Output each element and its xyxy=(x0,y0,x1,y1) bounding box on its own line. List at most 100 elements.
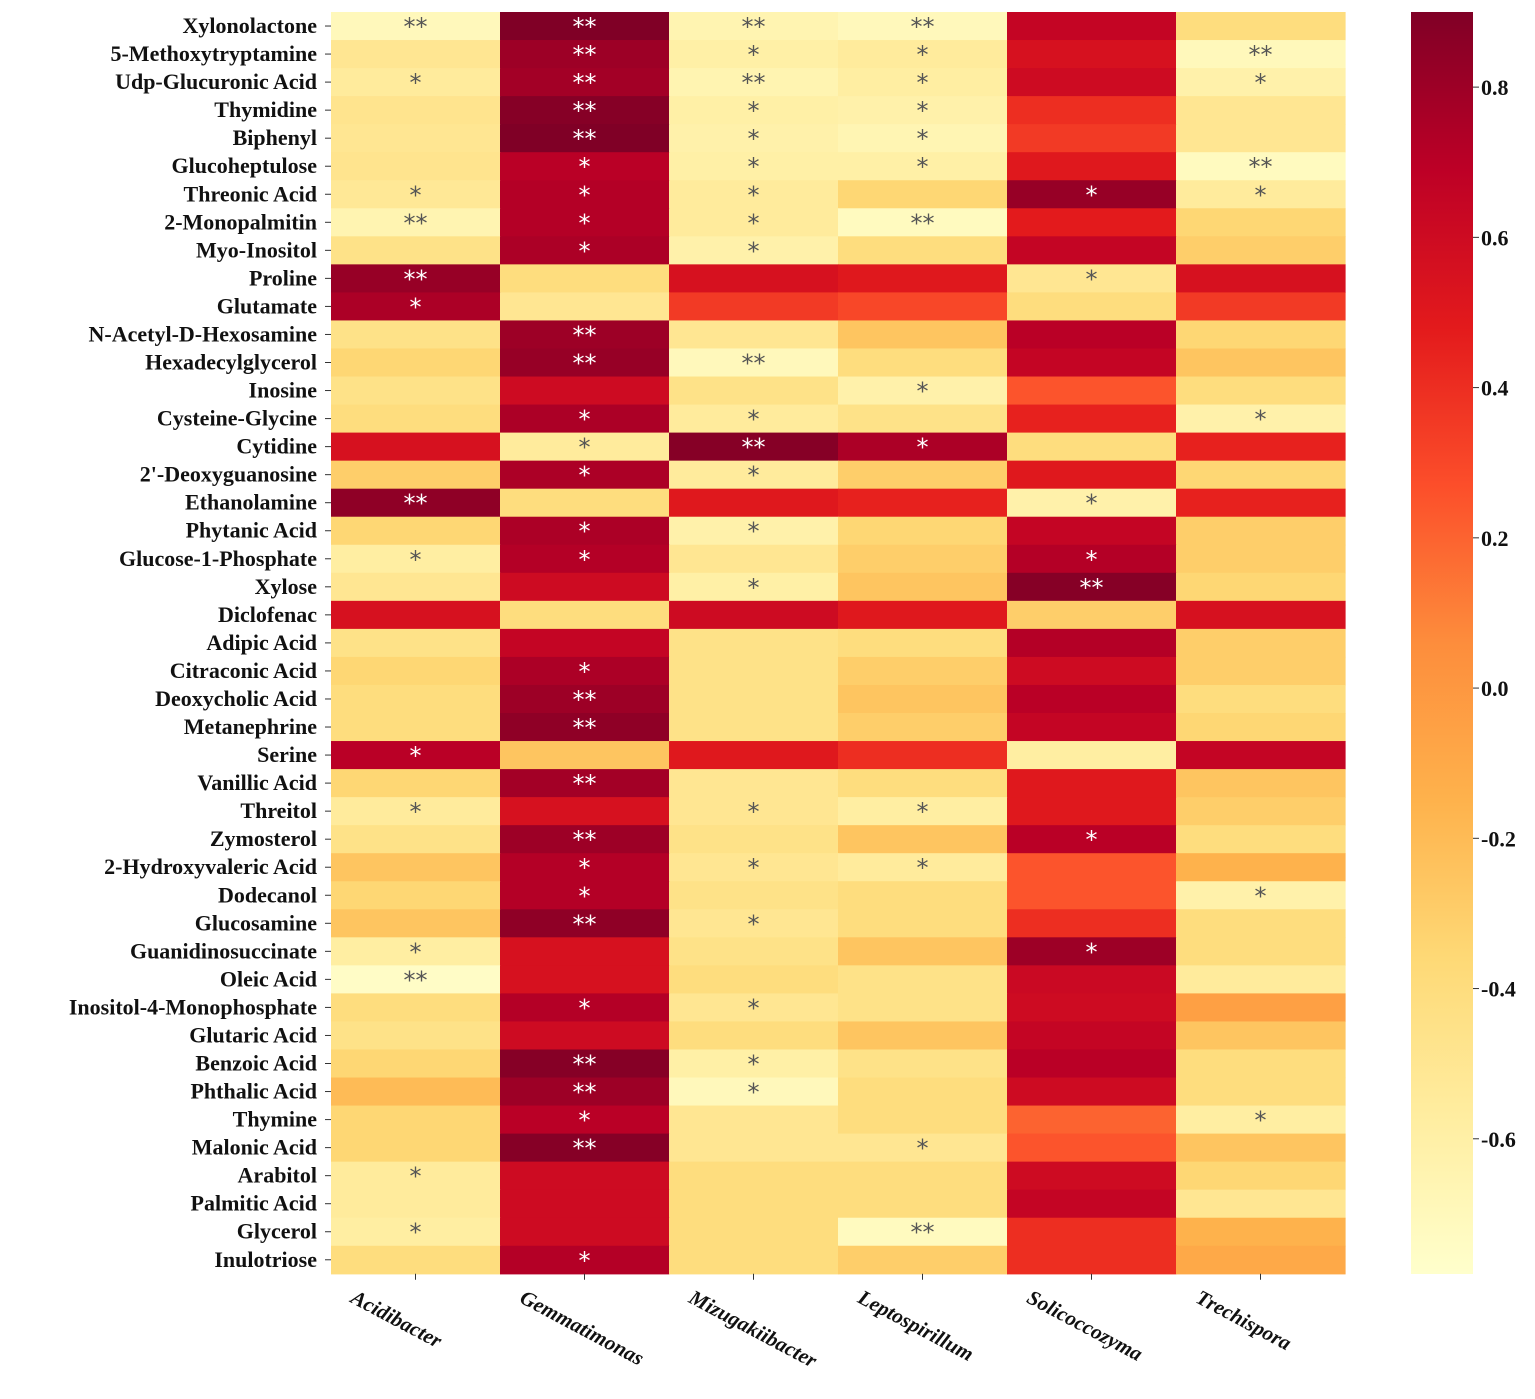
heatmap-cell xyxy=(331,1245,501,1275)
significance-star: * xyxy=(1255,69,1267,97)
heatmap-cell xyxy=(500,825,670,854)
heatmap-cell xyxy=(838,769,1008,798)
heatmap-cell xyxy=(669,292,839,322)
heatmap-cell xyxy=(669,684,839,714)
heatmap-cell xyxy=(331,684,501,714)
significance-star: * xyxy=(579,882,591,910)
colorbar-ticks: 0.8 0.6 0.4 0.2 0.0 -0.2 -0.4 -0.6 xyxy=(1473,75,1516,1152)
heatmap-cell xyxy=(838,965,1008,994)
heatmap-cell xyxy=(500,881,670,910)
heatmap-cell xyxy=(1176,853,1346,882)
significance-star: * xyxy=(410,69,422,97)
heatmap-cell xyxy=(1007,460,1177,490)
significance-star: * xyxy=(410,742,422,770)
row-label: Diclofenac xyxy=(218,602,317,627)
heatmap-cell xyxy=(838,853,1008,882)
heatmap-cell xyxy=(838,1105,1008,1135)
significance-star: * xyxy=(1086,490,1098,518)
row-label: Cytidine xyxy=(236,434,317,459)
heatmap-cell xyxy=(500,1245,670,1275)
colorbar-tick-label: 0.6 xyxy=(1481,225,1509,250)
heatmap-cell xyxy=(669,516,839,546)
significance-star: * xyxy=(579,153,591,181)
heatmap-cell xyxy=(331,376,501,406)
significance-star: * xyxy=(579,237,591,265)
heatmap-cell xyxy=(1007,600,1177,630)
heatmap-cell xyxy=(1007,292,1177,322)
heatmap-cell xyxy=(838,348,1008,378)
heatmap-cell xyxy=(500,628,670,658)
heatmap-cell xyxy=(838,404,1008,434)
row-label: Threonic Acid xyxy=(184,181,317,206)
heatmap-cell xyxy=(838,937,1008,966)
column-label: Mizugakiibacter xyxy=(684,1285,822,1373)
heatmap-cell xyxy=(838,1077,1008,1107)
significance-star: * xyxy=(748,209,760,237)
row-label: Citraconic Acid xyxy=(170,658,317,683)
significance-star: ** xyxy=(1080,574,1104,602)
significance-star: ** xyxy=(742,350,766,378)
significance-markers: ** ** ** **** * * *** ** ** * *** * *** * ** * * *** * * * **… xyxy=(404,13,1273,1275)
heatmap-cell xyxy=(669,853,839,882)
heatmap-cell xyxy=(500,460,670,490)
significance-star: * xyxy=(579,854,591,882)
significance-star: * xyxy=(579,1247,591,1275)
heatmap-cell xyxy=(669,1105,839,1135)
heatmap-cell xyxy=(1007,797,1177,826)
colorbar-tick-label: -0.6 xyxy=(1481,1127,1516,1152)
significance-star: * xyxy=(1255,181,1267,209)
heatmap-cell xyxy=(669,152,839,181)
heatmap-cell xyxy=(331,152,501,181)
heatmap-cell xyxy=(500,965,670,994)
heatmap-cell xyxy=(331,1105,501,1135)
significance-star: * xyxy=(917,125,929,153)
heatmap-cell xyxy=(331,628,501,658)
heatmap-cell xyxy=(838,993,1008,1023)
significance-star: * xyxy=(748,237,760,265)
heatmap-cell xyxy=(331,68,501,97)
row-label: N-Acetyl-D-Hexosamine xyxy=(89,321,318,346)
heatmap-cell xyxy=(838,909,1008,938)
heatmap-cell xyxy=(838,572,1008,602)
heatmap-cell xyxy=(1007,1161,1177,1191)
heatmap-cell xyxy=(331,404,501,434)
significance-star: * xyxy=(917,97,929,125)
heatmap-cell xyxy=(838,684,1008,714)
heatmap-cell xyxy=(669,96,839,125)
heatmap-cell xyxy=(500,1049,670,1079)
heatmap-cell xyxy=(1007,320,1177,350)
heatmap-cell xyxy=(500,488,670,518)
significance-star: * xyxy=(748,574,760,602)
row-label: Xylonolactone xyxy=(183,13,318,38)
significance-star: * xyxy=(748,125,760,153)
heatmap-cell xyxy=(331,460,501,490)
heatmap-cell xyxy=(669,600,839,630)
colorbar-bar xyxy=(1411,12,1473,1274)
heatmap-cell xyxy=(1176,965,1346,994)
heatmap-cell xyxy=(500,180,670,209)
significance-star: ** xyxy=(573,1135,597,1163)
heatmap-cell xyxy=(1007,881,1177,910)
heatmap-cell xyxy=(1007,488,1177,518)
heatmap-cell xyxy=(1007,348,1177,378)
heatmap-cell xyxy=(331,1217,501,1247)
heatmap-cell xyxy=(838,628,1008,658)
heatmap-cell xyxy=(669,1161,839,1191)
significance-star: * xyxy=(1086,938,1098,966)
heatmap-cell xyxy=(1176,180,1346,209)
heatmap-cell xyxy=(331,544,501,574)
significance-star: * xyxy=(917,798,929,826)
colorbar: 0.8 0.6 0.4 0.2 0.0 -0.2 -0.4 -0.6 xyxy=(1411,12,1516,1274)
heatmap-cell xyxy=(669,544,839,574)
heatmap-cell xyxy=(669,404,839,434)
significance-star: * xyxy=(917,69,929,97)
row-label: Dodecanol xyxy=(218,882,317,907)
heatmap-cell xyxy=(500,1105,670,1135)
heatmap-cell xyxy=(838,180,1008,209)
column-label: Trechispora xyxy=(1192,1285,1295,1355)
heatmap-cell xyxy=(1007,12,1177,41)
significance-star: * xyxy=(579,518,591,546)
heatmap-cell xyxy=(669,797,839,826)
significance-star: * xyxy=(917,854,929,882)
significance-star: ** xyxy=(573,1051,597,1079)
